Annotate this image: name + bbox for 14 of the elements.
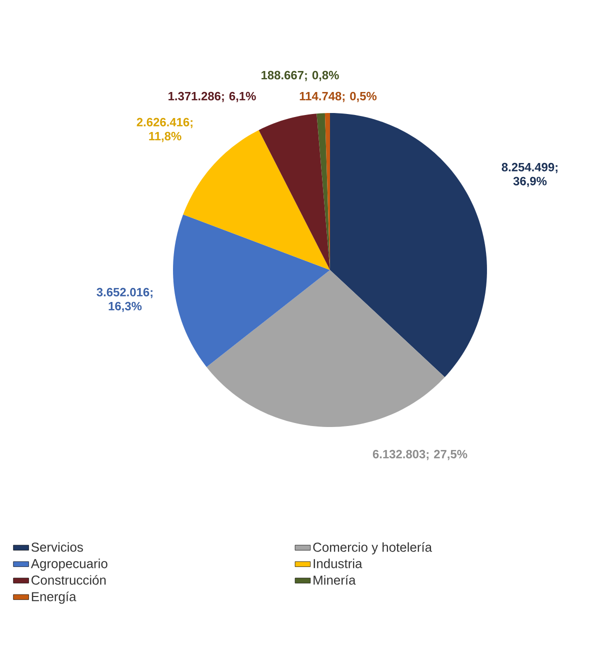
data-label: 2.626.416; 11,8% (136, 118, 192, 142)
data-label: 8.254.499; 36,9% (502, 162, 558, 188)
data-label: 6.132.803; 27,5% (372, 450, 468, 460)
legend-label: Energía (32, 592, 76, 604)
data-label: 114.748; 0,5% (300, 92, 377, 102)
data-label: 188.667; 0,8% (262, 70, 339, 82)
legend-label: Construcción (32, 575, 106, 585)
legend-label: Comercio y hotelería (313, 542, 432, 554)
data-label: 1.371.286; 6,1% (168, 92, 256, 102)
legend-label: Industria (314, 558, 362, 568)
legend-label: Agropecuario (30, 558, 108, 571)
legend-label: Servicios (31, 542, 83, 552)
legend-label: Minería (314, 575, 356, 585)
data-label: 3.652.016; 16,3% (96, 288, 152, 312)
